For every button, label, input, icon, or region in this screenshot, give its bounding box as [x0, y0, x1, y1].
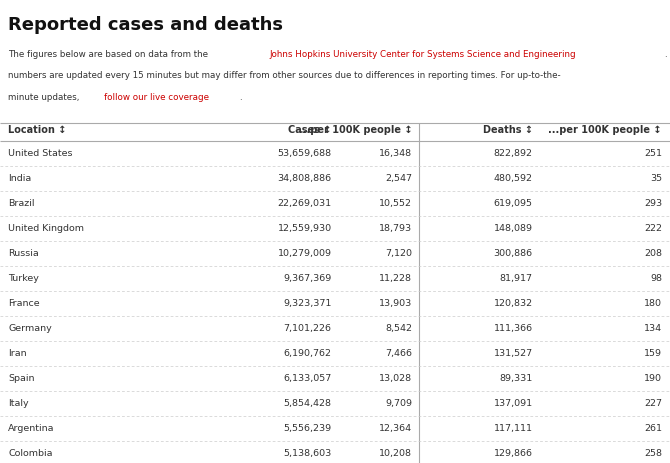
- Text: 251: 251: [644, 149, 662, 158]
- Text: 16,348: 16,348: [379, 149, 412, 158]
- Text: 258: 258: [644, 449, 662, 458]
- Text: Russia: Russia: [8, 249, 39, 258]
- Text: 13,903: 13,903: [379, 299, 412, 308]
- Text: ...per 100K people ↕: ...per 100K people ↕: [299, 125, 412, 135]
- Text: 10,279,009: 10,279,009: [277, 249, 332, 258]
- Text: 6,133,057: 6,133,057: [283, 374, 332, 383]
- Text: 7,466: 7,466: [385, 349, 412, 358]
- Text: 18,793: 18,793: [379, 224, 412, 233]
- Text: follow our live coverage: follow our live coverage: [104, 93, 208, 102]
- Text: United States: United States: [8, 149, 72, 158]
- Text: 227: 227: [644, 399, 662, 408]
- Text: 131,527: 131,527: [494, 349, 533, 358]
- Text: 134: 134: [644, 324, 662, 333]
- Text: 2,547: 2,547: [385, 174, 412, 183]
- Text: 9,367,369: 9,367,369: [283, 274, 332, 283]
- Text: Iran: Iran: [8, 349, 27, 358]
- Text: Johns Hopkins University Center for Systems Science and Engineering: Johns Hopkins University Center for Syst…: [269, 50, 576, 58]
- Text: 12,559,930: 12,559,930: [277, 224, 332, 233]
- Text: Brazil: Brazil: [8, 199, 35, 208]
- Text: 53,659,688: 53,659,688: [277, 149, 332, 158]
- Text: numbers are updated every 15 minutes but may differ from other sources due to di: numbers are updated every 15 minutes but…: [8, 71, 561, 80]
- Text: 6,190,762: 6,190,762: [283, 349, 332, 358]
- Text: 89,331: 89,331: [499, 374, 533, 383]
- Text: Reported cases and deaths: Reported cases and deaths: [8, 16, 283, 34]
- Text: . These: . These: [665, 50, 670, 58]
- Text: Italy: Italy: [8, 399, 29, 408]
- Text: 222: 222: [644, 224, 662, 233]
- Text: .: .: [239, 93, 242, 102]
- Text: 148,089: 148,089: [494, 224, 533, 233]
- Text: 10,208: 10,208: [379, 449, 412, 458]
- Text: 34,808,886: 34,808,886: [277, 174, 332, 183]
- Text: France: France: [8, 299, 40, 308]
- Text: 8,542: 8,542: [385, 324, 412, 333]
- Text: 111,366: 111,366: [494, 324, 533, 333]
- Text: 5,556,239: 5,556,239: [283, 424, 332, 433]
- Text: 10,552: 10,552: [379, 199, 412, 208]
- Text: Spain: Spain: [8, 374, 35, 383]
- Text: 480,592: 480,592: [494, 174, 533, 183]
- Text: Deaths ↕: Deaths ↕: [482, 125, 533, 135]
- Text: 208: 208: [644, 249, 662, 258]
- Text: ...per 100K people ↕: ...per 100K people ↕: [549, 125, 662, 135]
- Text: 822,892: 822,892: [494, 149, 533, 158]
- Text: 190: 190: [644, 374, 662, 383]
- Text: Turkey: Turkey: [8, 274, 39, 283]
- Text: 300,886: 300,886: [494, 249, 533, 258]
- Text: 12,364: 12,364: [379, 424, 412, 433]
- Text: 261: 261: [644, 424, 662, 433]
- Text: 35: 35: [650, 174, 662, 183]
- Text: 11,228: 11,228: [379, 274, 412, 283]
- Text: 619,095: 619,095: [494, 199, 533, 208]
- Text: 180: 180: [644, 299, 662, 308]
- Text: 129,866: 129,866: [494, 449, 533, 458]
- Text: 7,101,226: 7,101,226: [283, 324, 332, 333]
- Text: Cases ↕: Cases ↕: [288, 125, 332, 135]
- Text: 13,028: 13,028: [379, 374, 412, 383]
- Text: United Kingdom: United Kingdom: [8, 224, 84, 233]
- Text: 117,111: 117,111: [494, 424, 533, 433]
- Text: 159: 159: [644, 349, 662, 358]
- Text: Colombia: Colombia: [8, 449, 52, 458]
- Text: 81,917: 81,917: [500, 274, 533, 283]
- Text: India: India: [8, 174, 31, 183]
- Text: 137,091: 137,091: [494, 399, 533, 408]
- Text: The figures below are based on data from the: The figures below are based on data from…: [8, 50, 211, 58]
- Text: 7,120: 7,120: [385, 249, 412, 258]
- Text: 22,269,031: 22,269,031: [277, 199, 332, 208]
- Text: Argentina: Argentina: [8, 424, 54, 433]
- Text: 5,138,603: 5,138,603: [283, 449, 332, 458]
- Text: 9,709: 9,709: [385, 399, 412, 408]
- Text: 120,832: 120,832: [494, 299, 533, 308]
- Text: Germany: Germany: [8, 324, 52, 333]
- Text: 293: 293: [644, 199, 662, 208]
- Text: minute updates,: minute updates,: [8, 93, 82, 102]
- Text: 5,854,428: 5,854,428: [283, 399, 332, 408]
- Text: Location ↕: Location ↕: [8, 125, 66, 135]
- Text: 98: 98: [650, 274, 662, 283]
- Text: 9,323,371: 9,323,371: [283, 299, 332, 308]
